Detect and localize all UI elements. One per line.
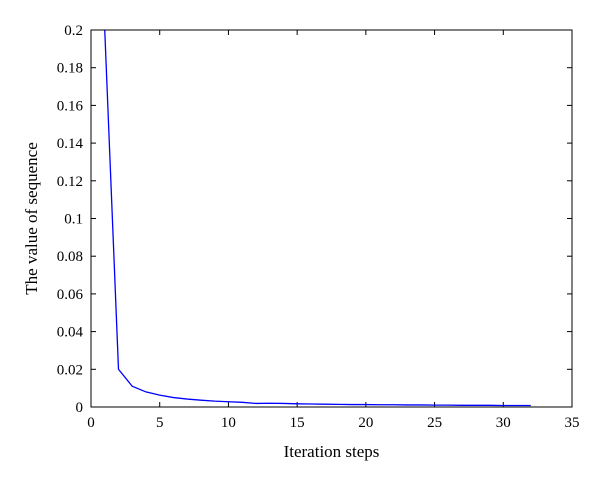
y-tick-label: 0.06	[57, 287, 84, 303]
y-tick-label: 0.1	[64, 212, 83, 228]
y-axis-ticks: 0 0.02 0.04 0.06 0.08 0.1 0.12 0.14 0.16 0.18 0.2	[57, 23, 572, 416]
series-line	[104, 29, 531, 407]
x-tick-label: 35	[565, 415, 580, 431]
y-tick-label: 0.16	[57, 98, 84, 114]
y-tick-label: 0.14	[57, 136, 84, 152]
y-tick-label: 0.18	[57, 61, 83, 77]
x-tick-label: 30	[496, 415, 511, 431]
x-tick-label: 5	[156, 415, 164, 431]
x-axis-ticks: 0 5 10 15 20 25 30 35	[87, 30, 580, 431]
y-tick-label: 0.04	[57, 325, 84, 341]
y-tick-label: 0.12	[57, 174, 83, 190]
series-layer	[104, 29, 531, 407]
y-tick-label: 0	[76, 400, 84, 416]
x-tick-label: 10	[221, 415, 236, 431]
y-tick-label: 0.08	[57, 249, 83, 265]
y-tick-label: 0.2	[64, 23, 83, 39]
y-tick-label: 0.02	[57, 362, 83, 378]
x-tick-label: 25	[427, 415, 442, 431]
x-axis-label: Iteration steps	[284, 442, 380, 461]
plot-frame	[90, 29, 573, 408]
y-axis-label: The value of sequence	[22, 142, 41, 294]
x-tick-label: 0	[87, 415, 95, 431]
x-tick-label: 15	[290, 415, 305, 431]
x-tick-label: 20	[358, 415, 373, 431]
